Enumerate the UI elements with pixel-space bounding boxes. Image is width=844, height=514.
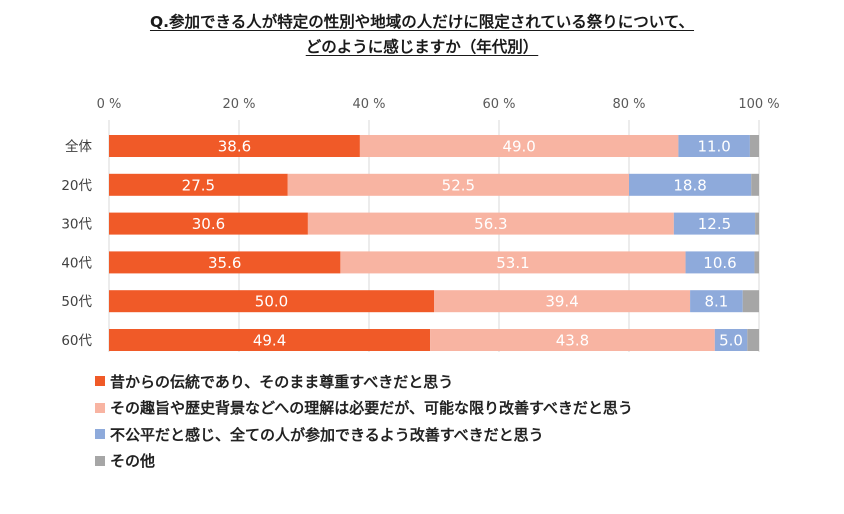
data-label: 53.1 [496, 254, 529, 272]
stacked-bar-chart: 0 % 20 % 40 % 60 % 80 % 100 % 全体 38.6 49.0 11.0 20… [61, 97, 780, 352]
x-tick-label: 20 % [222, 97, 255, 112]
data-label: 50.0 [255, 293, 288, 311]
bar-segment [673, 212, 756, 235]
bar-segment [754, 251, 759, 274]
bar-segment [359, 135, 679, 157]
data-label: 11.0 [697, 138, 730, 156]
legend-label: 昔からの伝統であり、そのまま尊重すべきだと思う [110, 372, 454, 391]
data-label: 8.1 [704, 293, 728, 311]
data-label: 39.4 [545, 293, 578, 311]
bar-segment [430, 329, 715, 351]
legend-swatch [95, 402, 105, 413]
x-tick-label: 80 % [612, 97, 645, 112]
x-tick-label: 60 % [482, 97, 515, 112]
chart-legend: 昔からの伝統であり、そのまま尊重すべきだと思うその趣旨や歴史背景などへの理解は必… [95, 368, 633, 474]
data-label: 43.8 [556, 332, 589, 350]
category-label: 30代 [61, 217, 92, 233]
bar-segment [340, 251, 686, 274]
bar-segment [751, 173, 759, 196]
legend-item: その趣旨や歴史背景などへの理解は必要だが、可能な限り改善すべきだと思う [95, 395, 633, 422]
bar-segment [685, 251, 755, 274]
legend-label: その他 [110, 452, 156, 471]
bar-segment [678, 135, 750, 157]
data-label: 30.6 [192, 215, 225, 233]
category-label: 50代 [61, 294, 92, 310]
data-label: 18.8 [673, 176, 706, 194]
legend-item: 昔からの伝統であり、そのまま尊重すべきだと思う [95, 368, 633, 395]
legend-swatch [95, 376, 105, 387]
chart-title-line-1: Q.参加できる人が特定の性別や地域の人だけに限定されている祭りについて、 [149, 13, 695, 31]
bar-segment [109, 290, 434, 313]
data-label: 49.0 [502, 138, 535, 156]
bar-segment [749, 135, 759, 157]
bar-segment [755, 212, 759, 235]
data-label: 35.6 [208, 254, 241, 272]
legend-item: その他 [95, 448, 633, 475]
bar-segment [690, 290, 743, 313]
data-label: 49.4 [253, 332, 286, 350]
bar-segment [109, 173, 288, 196]
data-label: 12.5 [698, 215, 731, 233]
category-label: 全体 [65, 138, 92, 155]
data-label: 38.6 [218, 138, 251, 156]
bar-segment [109, 135, 360, 157]
category-label: 20代 [61, 178, 92, 194]
data-label: 5.0 [719, 332, 743, 350]
legend-label: 不公平だと感じ、全ての人が参加できるよう改善すべきだと思う [110, 425, 544, 444]
data-label: 27.5 [182, 176, 215, 194]
x-tick-label: 0 % [97, 97, 122, 112]
data-label: 56.3 [474, 215, 507, 233]
bar-segment [742, 290, 759, 313]
bar-segment [109, 251, 341, 274]
chart-title-line-2: どのように感じますか（年代別） [305, 38, 539, 56]
bar-segment [307, 212, 674, 235]
x-tick-label: 100 % [738, 97, 779, 112]
legend-swatch [95, 455, 105, 466]
bar-segment [714, 329, 748, 351]
category-label: 40代 [61, 255, 92, 271]
category-label: 60代 [61, 333, 92, 349]
legend-label: その趣旨や歴史背景などへの理解は必要だが、可能な限り改善すべきだと思う [110, 399, 633, 418]
data-label: 10.6 [703, 254, 736, 272]
bar-segment [629, 173, 752, 196]
legend-swatch [95, 429, 105, 440]
x-tick-label: 40 % [352, 97, 385, 112]
bar-segment [747, 329, 759, 351]
bar-segment [287, 173, 629, 196]
bar-segment [434, 290, 691, 313]
legend-item: 不公平だと感じ、全ての人が参加できるよう改善すべきだと思う [95, 421, 633, 448]
data-label: 52.5 [442, 176, 475, 194]
bar-segment [109, 329, 431, 351]
bar-segment [109, 212, 308, 235]
